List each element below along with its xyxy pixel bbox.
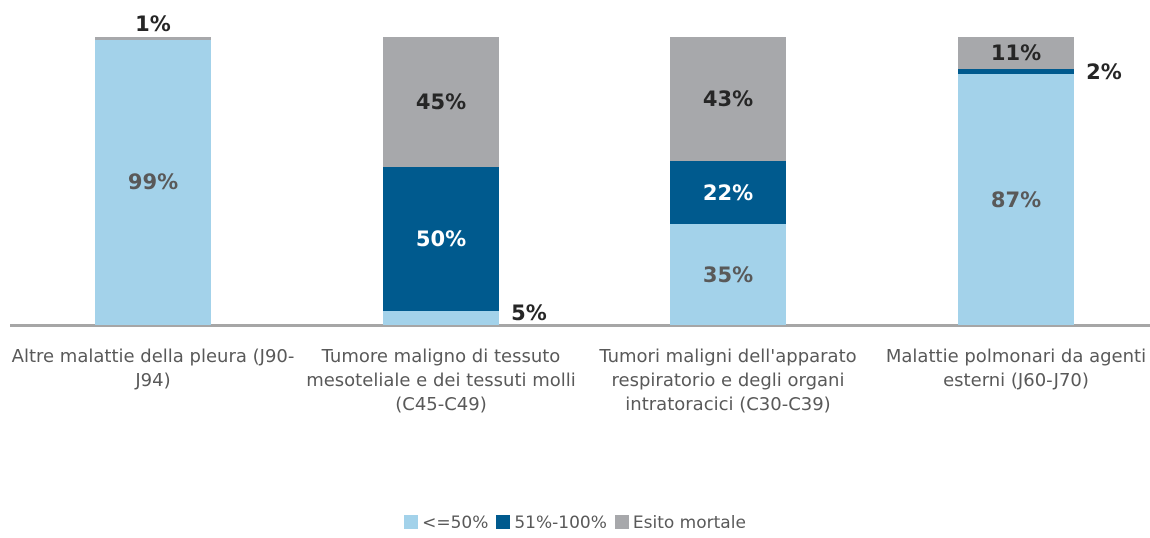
x-axis-line: [10, 324, 1150, 327]
legend-item: <=50%: [404, 513, 488, 533]
bar-segment: [670, 37, 786, 161]
bar-segment: [383, 310, 499, 325]
legend-swatch: [496, 515, 511, 529]
x-tick-label: Malattie polmonari da agenti esterni (J6…: [885, 346, 1147, 391]
legend-label: <=50%: [422, 513, 489, 533]
x-tick-label: Altre malattie della pleura (J90-J94): [11, 346, 295, 391]
bar-segment: [958, 74, 1074, 325]
data-label: 45%: [415, 89, 467, 114]
bar-segment: [670, 160, 786, 225]
x-tick-label: Tumore maligno di tessuto mesoteliale e …: [306, 346, 576, 415]
x-tick-label: Tumori maligni dell'apparato respiratori…: [599, 346, 857, 415]
bar-segment: [958, 68, 1074, 75]
bar-segment: [95, 39, 211, 325]
legend-swatch: [404, 515, 419, 529]
data-label: 99%: [127, 170, 179, 195]
bar-segment: [95, 37, 211, 40]
data-label: 87%: [990, 187, 1042, 212]
legend-item: Esito mortale: [614, 513, 746, 533]
data-label: 50%: [415, 226, 467, 251]
data-label: 5%: [511, 300, 547, 325]
data-label: 22%: [702, 180, 754, 205]
legend-label: 51%-100%: [514, 513, 607, 533]
legend-item: 51%-100%: [496, 513, 607, 533]
bar-segment: [958, 37, 1074, 69]
legend-swatch: [614, 515, 629, 529]
bar-segment: [383, 37, 499, 167]
legend-label: Esito mortale: [632, 513, 746, 533]
data-label: 11%: [990, 40, 1042, 65]
bar-segment: [670, 224, 786, 325]
bar-segment: [383, 166, 499, 311]
data-label: 2%: [1086, 59, 1122, 84]
data-label: 35%: [702, 262, 754, 287]
data-label: 43%: [702, 86, 754, 111]
data-label: 1%: [135, 12, 171, 36]
legend: <=50% 51%-100% Esito mortale: [0, 513, 1150, 533]
